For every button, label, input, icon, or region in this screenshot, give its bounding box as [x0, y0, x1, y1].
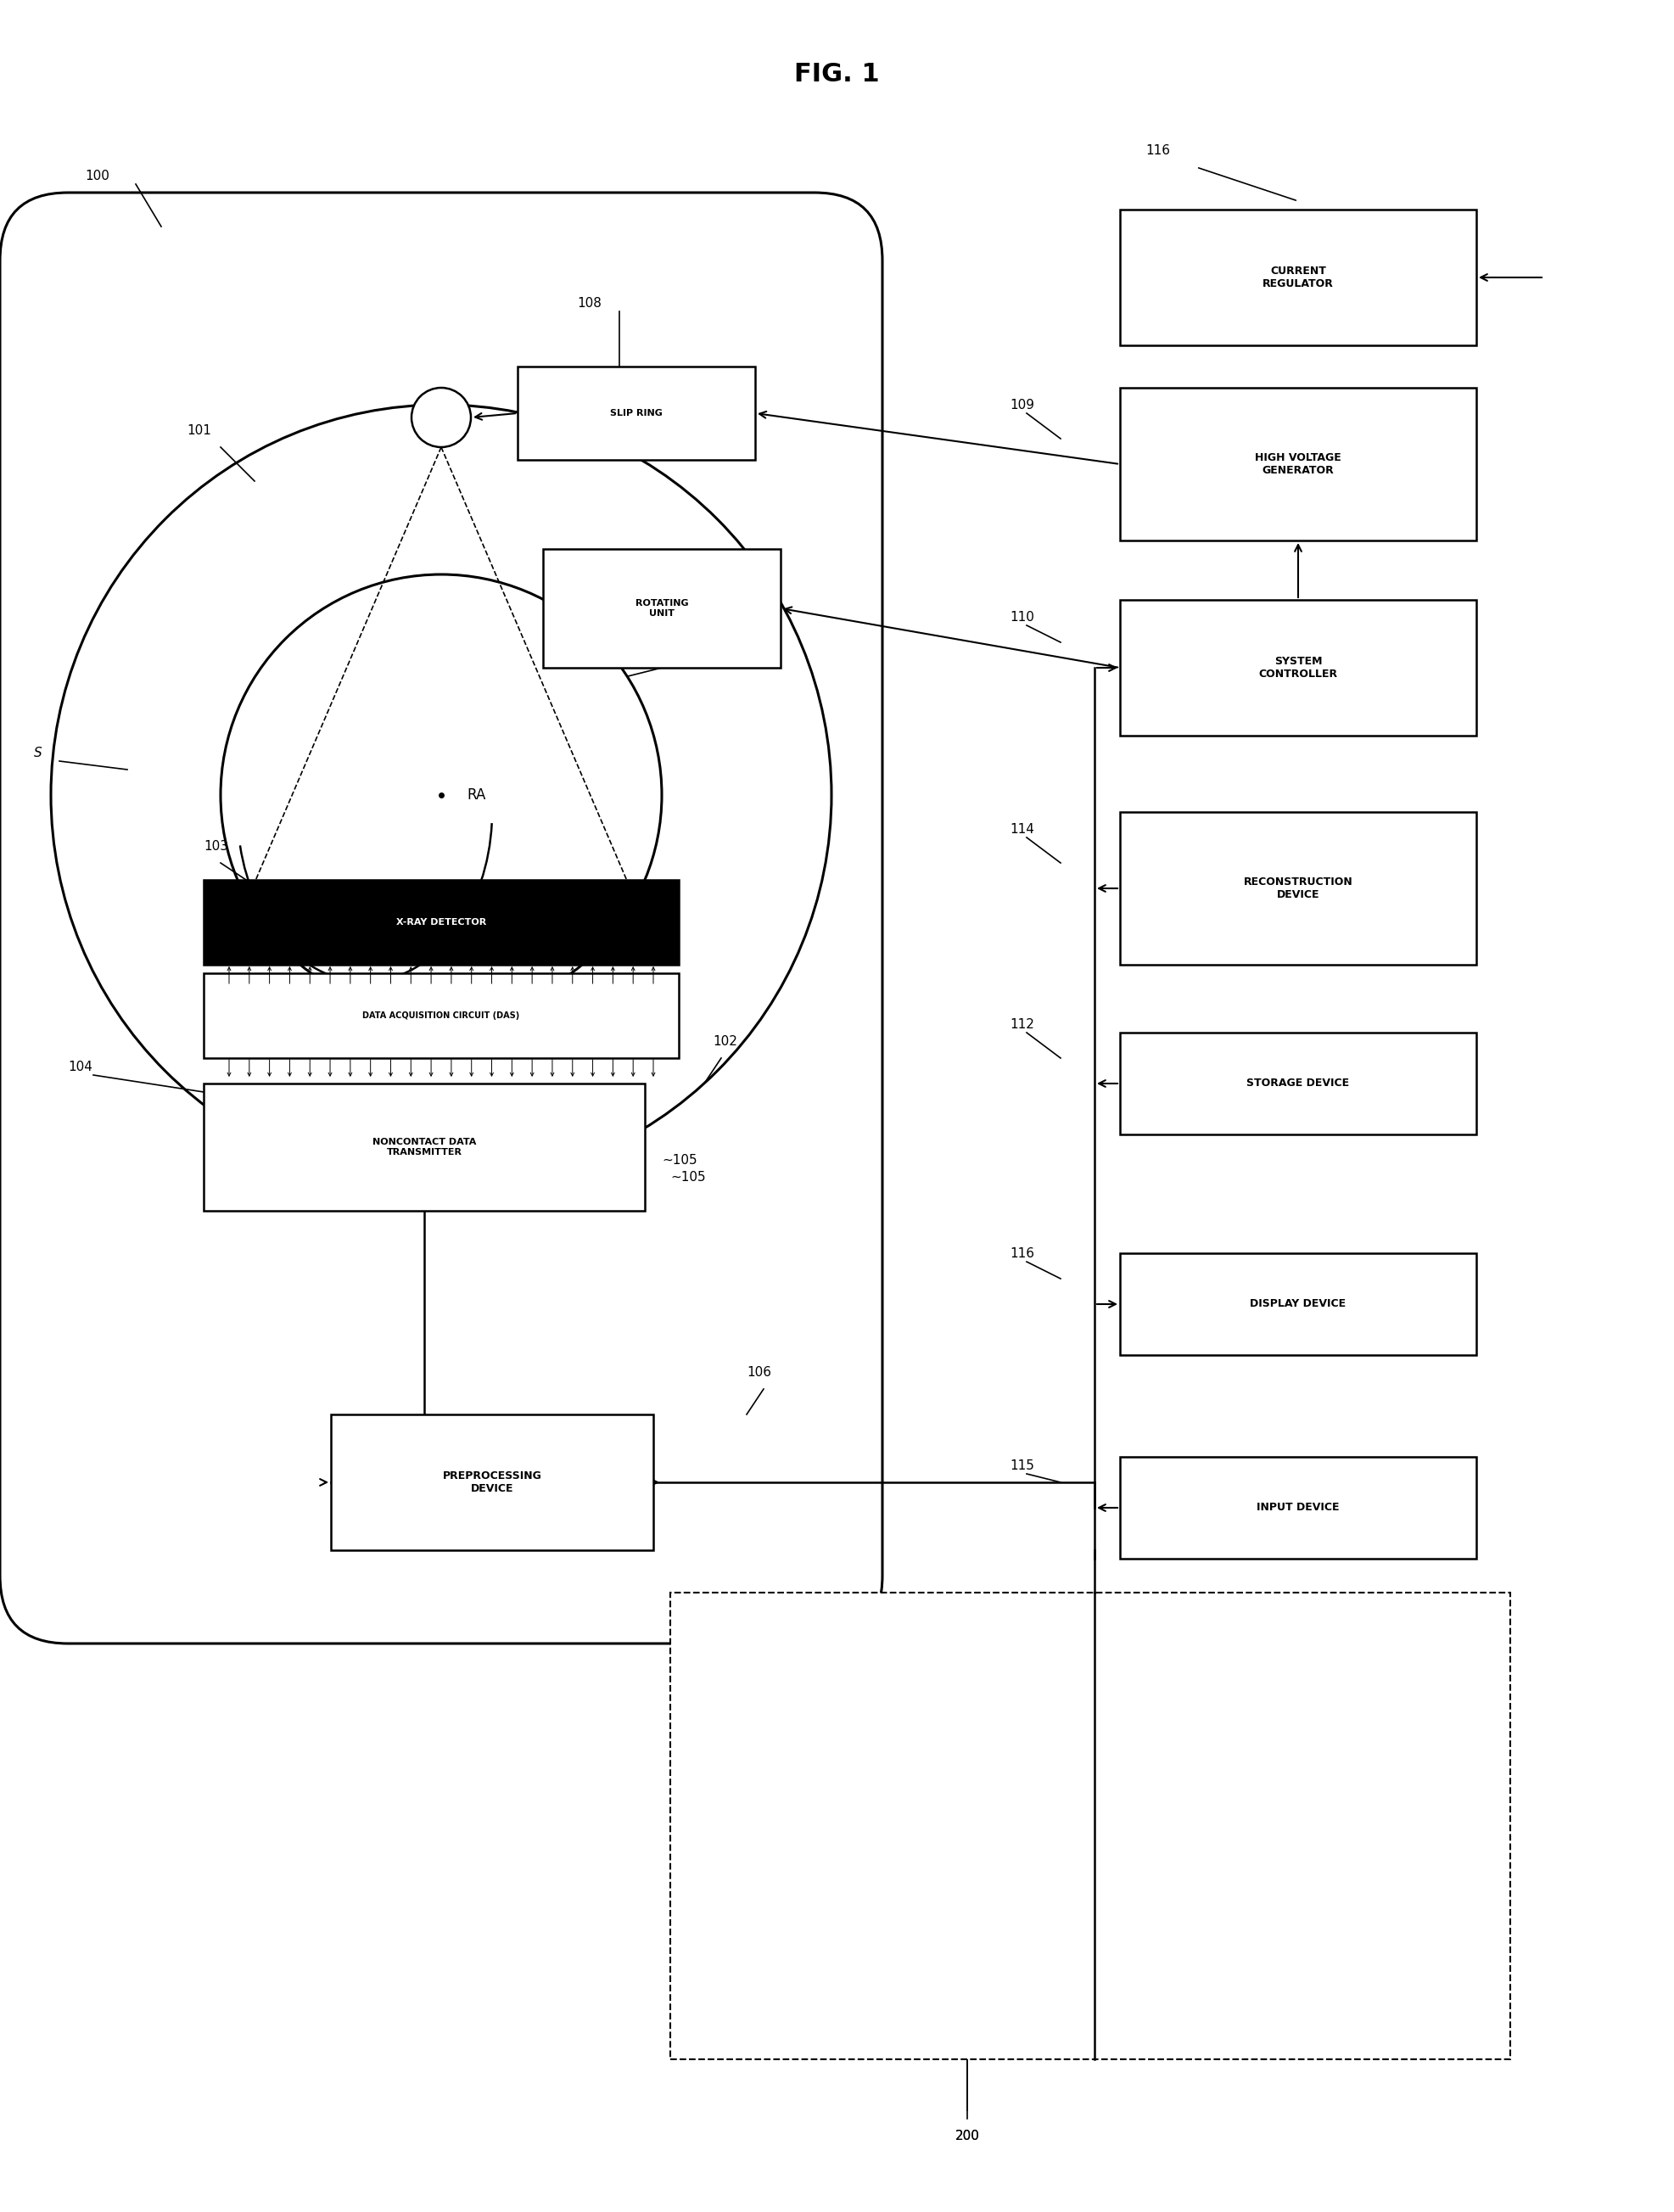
- Text: STORAGE DEVICE: STORAGE DEVICE: [1247, 1077, 1349, 1088]
- Text: 109: 109: [1009, 398, 1035, 411]
- Text: CURRENT
REGULATOR: CURRENT REGULATOR: [1262, 265, 1334, 290]
- Text: X-RAY DETECTOR: X-RAY DETECTOR: [397, 918, 485, 927]
- Text: 115: 115: [1009, 1460, 1035, 1471]
- Text: 110: 110: [1009, 611, 1035, 624]
- Bar: [670, 1593, 1510, 2059]
- Text: ~105: ~105: [670, 1170, 706, 1183]
- Text: 100: 100: [85, 170, 109, 181]
- Bar: [1120, 1254, 1476, 1356]
- Text: 200: 200: [954, 2130, 979, 2141]
- FancyBboxPatch shape: [0, 192, 882, 1644]
- Text: 112: 112: [1009, 1018, 1035, 1031]
- Text: 103: 103: [204, 841, 228, 852]
- Bar: [204, 880, 678, 964]
- Bar: [1120, 387, 1476, 540]
- Text: PREPROCESSING
DEVICE: PREPROCESSING DEVICE: [442, 1471, 542, 1493]
- Text: DATA ACQUISITION CIRCUIT (DAS): DATA ACQUISITION CIRCUIT (DAS): [363, 1011, 521, 1020]
- Bar: [517, 367, 755, 460]
- Text: 101: 101: [187, 425, 211, 436]
- Text: ROTATING
UNIT: ROTATING UNIT: [634, 599, 688, 617]
- Circle shape: [412, 387, 470, 447]
- Text: SLIP RING: SLIP RING: [609, 409, 663, 418]
- Bar: [1120, 1458, 1476, 1559]
- Text: 200: 200: [954, 2130, 979, 2141]
- Bar: [1120, 210, 1476, 345]
- Text: FIG. 1: FIG. 1: [793, 62, 881, 86]
- Text: DISPLAY DEVICE: DISPLAY DEVICE: [1250, 1298, 1346, 1310]
- Text: S: S: [33, 745, 42, 759]
- Bar: [331, 1413, 653, 1551]
- Text: 116: 116: [1145, 144, 1170, 157]
- Bar: [204, 1084, 644, 1210]
- Text: 104: 104: [69, 1060, 92, 1073]
- Text: 114: 114: [1009, 823, 1035, 836]
- Text: RECONSTRUCTION
DEVICE: RECONSTRUCTION DEVICE: [1244, 876, 1353, 900]
- Text: 108: 108: [578, 296, 601, 310]
- Text: RA: RA: [467, 787, 485, 803]
- Text: 102: 102: [713, 1035, 737, 1048]
- Text: 107: 107: [611, 653, 636, 666]
- Bar: [204, 973, 678, 1057]
- Text: 116: 116: [1009, 1248, 1035, 1259]
- Text: HIGH VOLTAGE
GENERATOR: HIGH VOLTAGE GENERATOR: [1256, 451, 1341, 476]
- Bar: [1120, 1033, 1476, 1135]
- Bar: [1120, 812, 1476, 964]
- Text: NONCONTACT DATA
TRANSMITTER: NONCONTACT DATA TRANSMITTER: [372, 1137, 475, 1157]
- Text: SYSTEM
CONTROLLER: SYSTEM CONTROLLER: [1259, 657, 1338, 679]
- Text: INPUT DEVICE: INPUT DEVICE: [1257, 1502, 1339, 1513]
- Text: 106: 106: [747, 1365, 772, 1378]
- Text: ~105: ~105: [661, 1152, 696, 1166]
- Bar: [1120, 599, 1476, 737]
- Bar: [542, 549, 780, 668]
